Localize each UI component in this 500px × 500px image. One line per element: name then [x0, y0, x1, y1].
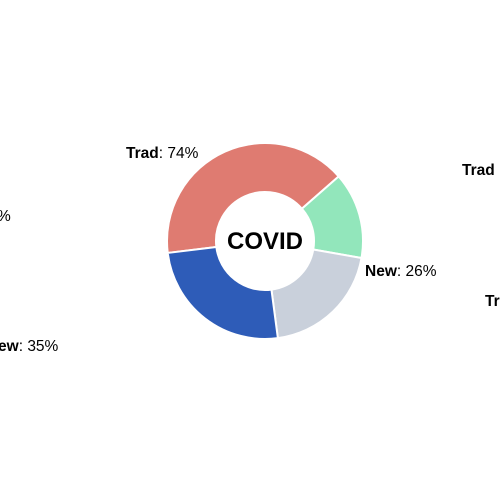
outer-label-new: New: 26%	[365, 263, 437, 280]
inner-slice-new	[270, 248, 363, 340]
left-cut-label-2-value: 35%	[27, 338, 58, 355]
label-new-category: New	[365, 263, 398, 280]
left-cut-label-2-category: ew	[0, 338, 20, 355]
left-cut-label-2-sep: :	[19, 338, 28, 355]
chart-title: COVID	[227, 228, 303, 255]
left-cut-label-2: ew: 35%	[0, 338, 59, 355]
donut-slices	[166, 142, 364, 340]
outer-slice-trad	[166, 142, 341, 255]
left-cut-label-1: %	[0, 208, 11, 225]
right-cut-label-2: Tr	[485, 293, 500, 310]
inner-slice-trad	[166, 245, 280, 340]
label-trad-sep: :	[159, 145, 168, 162]
right-cut-label-1: Trad	[462, 162, 495, 179]
outer-label-trad: Trad: 74%	[126, 145, 199, 162]
label-trad-category: Trad	[126, 145, 159, 162]
label-new-sep: :	[397, 263, 406, 280]
label-trad-value: 74%	[167, 145, 198, 162]
label-new-value: 26%	[406, 263, 437, 280]
